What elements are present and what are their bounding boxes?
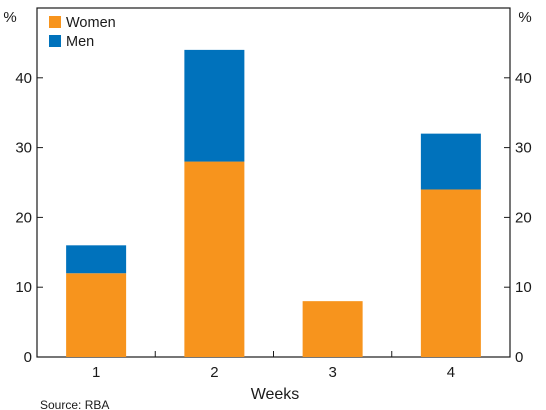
y-tick-label-left: 0 [24,349,32,366]
bars [66,49,481,357]
bar-women-week-3 [302,301,363,357]
y-axis-left: 0 10 20 30 40 [15,70,43,366]
x-tick-label: 4 [447,364,455,381]
y-tick-label-right: 30 [515,140,532,157]
x-axis-title: Weeks [251,386,300,403]
y-unit-left: % [3,9,16,26]
x-tick-label: 1 [92,364,100,381]
source-note: Source: RBA [40,398,109,410]
y-axis-right: 0 10 20 30 40 [504,70,532,366]
y-tick-label-right: 10 [515,279,532,296]
bar-women-week-1 [66,273,127,357]
x-tick-label: 2 [210,364,218,381]
legend-swatch-women [49,16,61,28]
y-tick-label-right: 40 [515,70,532,87]
y-tick-label-left: 30 [15,140,32,157]
y-tick-label-left: 20 [15,209,32,226]
legend-swatch-men [49,35,61,47]
bar-men-week-1 [66,245,127,274]
legend: Women Men [49,15,116,50]
y-tick-label-right: 0 [515,349,523,366]
y-tick-label-left: 40 [15,70,32,87]
x-axis: 1 2 3 4 [92,351,455,381]
bar-women-week-2 [184,161,245,357]
y-unit-right: % [518,9,531,26]
y-tick-label-left: 10 [15,279,32,296]
bar-men-week-4 [420,133,481,190]
legend-label-women: Women [66,15,116,31]
x-tick-label: 3 [328,364,336,381]
bar-women-week-4 [420,189,481,357]
legend-label-men: Men [66,34,94,50]
y-tick-label-right: 20 [515,209,532,226]
bar-men-week-2 [184,49,245,162]
